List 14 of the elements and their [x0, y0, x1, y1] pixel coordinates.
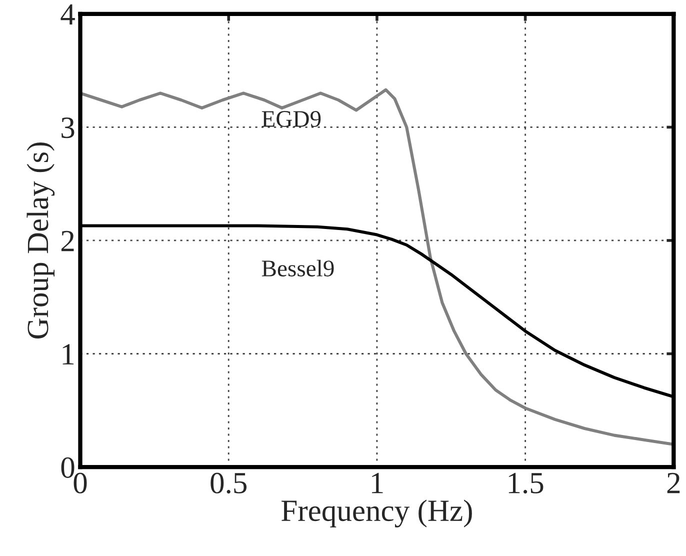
x-axis-title: Frequency (Hz) — [282, 500, 472, 528]
y-tick-label: 1 — [62, 344, 74, 364]
line-series — [80, 88, 674, 446]
series-label: EGD9 — [262, 111, 321, 127]
x-tick-label: 1 — [372, 472, 383, 494]
y-tick-label: 4 — [60, 4, 75, 24]
y-tick-label: 3 — [62, 118, 74, 138]
y-axis-title: Group Delay (s) — [26, 142, 55, 338]
y-tick-label: 2 — [61, 230, 74, 252]
y-tick-label: 0 — [61, 457, 74, 478]
series-label: Bessel9 — [262, 260, 334, 276]
x-tick-label: 1.5 — [508, 472, 544, 494]
x-tick-label: 0.5 — [210, 472, 247, 494]
x-tick-label: 2 — [667, 472, 680, 494]
